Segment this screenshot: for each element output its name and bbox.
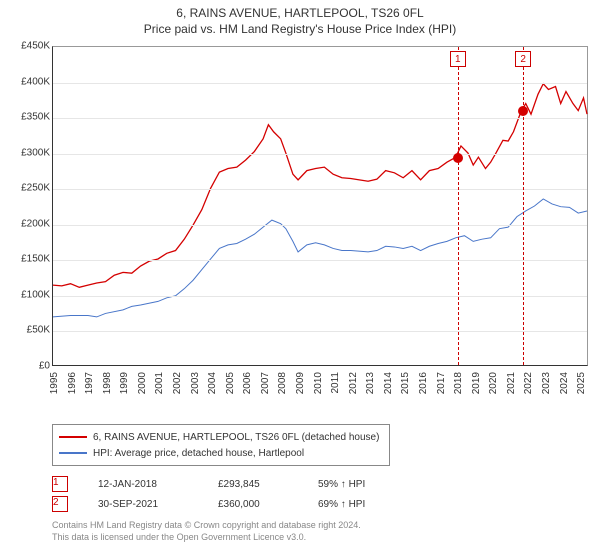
marker-dot — [453, 153, 463, 163]
title-address: 6, RAINS AVENUE, HARTLEPOOL, TS26 0FL — [0, 6, 600, 20]
x-tick-label: 1997 — [84, 372, 95, 394]
line-series-svg — [53, 47, 587, 365]
x-tick-label: 2003 — [190, 372, 201, 394]
y-tick-label: £50K — [6, 325, 50, 336]
x-tick-label: 2005 — [225, 372, 236, 394]
gridline-h — [53, 83, 587, 84]
title-subtitle: Price paid vs. HM Land Registry's House … — [0, 22, 600, 36]
transaction-price: £293,845 — [218, 479, 288, 490]
x-tick-label: 2006 — [242, 372, 253, 394]
x-tick-label: 2024 — [559, 372, 570, 394]
x-tick-label: 1998 — [102, 372, 113, 394]
series-line-blue — [53, 199, 587, 317]
x-tick-label: 2015 — [400, 372, 411, 394]
x-tick-label: 2025 — [576, 372, 587, 394]
x-tick-label: 2012 — [348, 372, 359, 394]
legend: 6, RAINS AVENUE, HARTLEPOOL, TS26 0FL (d… — [52, 424, 390, 466]
x-tick-label: 2022 — [523, 372, 534, 394]
transaction-date: 30-SEP-2021 — [98, 499, 188, 510]
x-tick-label: 2000 — [137, 372, 148, 394]
legend-swatch-red — [59, 436, 87, 438]
y-tick-label: £300K — [6, 147, 50, 158]
y-tick-label: £350K — [6, 112, 50, 123]
gridline-h — [53, 154, 587, 155]
x-tick-label: 2019 — [471, 372, 482, 394]
gridline-h — [53, 225, 587, 226]
chart-container: 12 £0£50K£100K£150K£200K£250K£300K£350K£… — [6, 46, 594, 416]
series-line-red — [53, 84, 587, 288]
y-tick-label: £200K — [6, 218, 50, 229]
x-tick-label: 1996 — [67, 372, 78, 394]
x-tick-label: 2008 — [277, 372, 288, 394]
x-tick-label: 1995 — [49, 372, 60, 394]
x-tick-label: 2014 — [383, 372, 394, 394]
marker-box-inline: 2 — [52, 496, 68, 512]
transaction-row: 1 12-JAN-2018 £293,845 59% ↑ HPI — [52, 474, 594, 494]
marker-box-on-plot: 1 — [450, 51, 466, 67]
y-tick-label: £0 — [6, 361, 50, 372]
x-tick-label: 2021 — [506, 372, 517, 394]
x-tick-label: 2002 — [172, 372, 183, 394]
transaction-hpi: 69% ↑ HPI — [318, 499, 398, 510]
y-tick-label: £450K — [6, 41, 50, 52]
legend-row: 6, RAINS AVENUE, HARTLEPOOL, TS26 0FL (d… — [59, 429, 379, 445]
footer-attribution: Contains HM Land Registry data © Crown c… — [52, 520, 594, 543]
x-tick-label: 2013 — [365, 372, 376, 394]
gridline-h — [53, 331, 587, 332]
gridline-h — [53, 296, 587, 297]
x-tick-label: 2004 — [207, 372, 218, 394]
gridline-h — [53, 260, 587, 261]
legend-swatch-blue — [59, 452, 87, 454]
marker-box-on-plot: 2 — [515, 51, 531, 67]
y-tick-label: £400K — [6, 76, 50, 87]
x-tick-label: 2018 — [453, 372, 464, 394]
transaction-date: 12-JAN-2018 — [98, 479, 188, 490]
marker-box-inline: 1 — [52, 476, 68, 492]
gridline-h — [53, 118, 587, 119]
y-tick-label: £100K — [6, 289, 50, 300]
chart-titles: 6, RAINS AVENUE, HARTLEPOOL, TS26 0FL Pr… — [0, 0, 600, 36]
legend-row: HPI: Average price, detached house, Hart… — [59, 445, 379, 461]
x-tick-label: 2009 — [295, 372, 306, 394]
legend-label-blue: HPI: Average price, detached house, Hart… — [93, 448, 304, 459]
x-tick-label: 2020 — [488, 372, 499, 394]
x-tick-label: 2011 — [330, 372, 341, 394]
plot-area: 12 — [52, 46, 588, 366]
below-chart: 6, RAINS AVENUE, HARTLEPOOL, TS26 0FL (d… — [6, 424, 594, 543]
footer-line: Contains HM Land Registry data © Crown c… — [52, 520, 594, 532]
marker-vline — [458, 47, 459, 365]
transaction-row: 2 30-SEP-2021 £360,000 69% ↑ HPI — [52, 494, 594, 514]
legend-label-red: 6, RAINS AVENUE, HARTLEPOOL, TS26 0FL (d… — [93, 432, 379, 443]
x-tick-label: 2010 — [313, 372, 324, 394]
x-tick-label: 2007 — [260, 372, 271, 394]
gridline-h — [53, 189, 587, 190]
footer-line: This data is licensed under the Open Gov… — [52, 532, 594, 544]
y-tick-label: £150K — [6, 254, 50, 265]
marker-dot — [518, 106, 528, 116]
x-tick-label: 2016 — [418, 372, 429, 394]
x-tick-label: 2017 — [436, 372, 447, 394]
x-tick-label: 2001 — [154, 372, 165, 394]
transaction-price: £360,000 — [218, 499, 288, 510]
y-tick-label: £250K — [6, 183, 50, 194]
transactions-table: 1 12-JAN-2018 £293,845 59% ↑ HPI 2 30-SEP-202… — [52, 474, 594, 514]
x-tick-label: 1999 — [119, 372, 130, 394]
x-tick-label: 2023 — [541, 372, 552, 394]
marker-vline — [523, 47, 524, 365]
transaction-hpi: 59% ↑ HPI — [318, 479, 398, 490]
